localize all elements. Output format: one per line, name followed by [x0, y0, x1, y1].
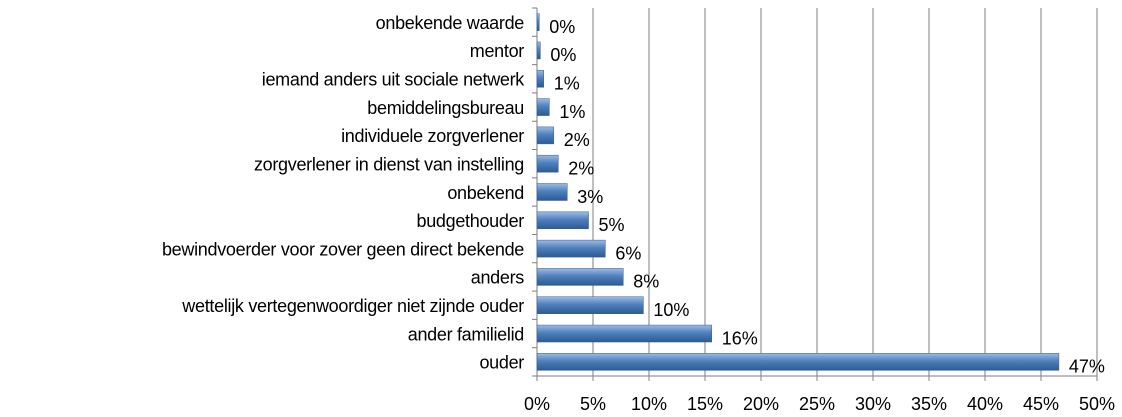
bar: [536, 98, 550, 116]
x-tick-label: 10%: [631, 394, 667, 414]
x-tick-label: 50%: [1079, 394, 1115, 414]
x-tick-label: 30%: [855, 394, 891, 414]
data-label: 47%: [1069, 357, 1105, 377]
bar: [536, 268, 624, 286]
y-tick-label: zorgverlener in dienst van instelling: [254, 154, 524, 174]
x-tick-label: 35%: [911, 394, 947, 414]
bar: [536, 70, 544, 88]
y-tick-label: bemiddelingsbureau: [367, 98, 524, 118]
bar: [536, 13, 540, 31]
y-tick-label: onbekende waarde: [376, 13, 525, 33]
bar: [536, 211, 589, 230]
data-label: 10%: [653, 300, 689, 320]
bar: [536, 41, 541, 60]
data-label: 2%: [568, 158, 594, 178]
x-tick-label: 5%: [580, 394, 606, 414]
x-tick-label: 40%: [967, 394, 1003, 414]
data-label: 5%: [599, 215, 625, 235]
bar: [536, 126, 555, 145]
x-tick-label: 20%: [743, 394, 779, 414]
bar: [536, 353, 1060, 371]
y-tick-label: individuele zorgverlener: [341, 126, 524, 146]
data-label: 6%: [615, 243, 641, 263]
y-tick-label: onbekend: [447, 183, 524, 203]
bar: [536, 183, 568, 201]
data-label: 0%: [550, 45, 576, 65]
y-tick-label: budgethouder: [416, 211, 524, 231]
data-label: 1%: [559, 102, 585, 122]
data-label: 2%: [564, 130, 590, 150]
x-tick-label: 45%: [1023, 394, 1059, 414]
bar: [536, 296, 644, 314]
y-tick-label: ouder: [479, 353, 524, 373]
bar: [536, 154, 559, 173]
x-tick-label: 0%: [524, 394, 550, 414]
bar: [536, 239, 606, 258]
y-tick-label: wettelijk vertegenwoordiger niet zijnde …: [181, 296, 524, 316]
y-tick-label: ander familielid: [408, 324, 524, 344]
data-label: 8%: [633, 272, 659, 292]
x-tick-label: 15%: [687, 394, 723, 414]
y-tick-label: anders: [471, 268, 525, 288]
x-tick-label: 25%: [799, 394, 835, 414]
data-label: 0%: [549, 17, 575, 37]
data-label: 3%: [577, 187, 603, 207]
bar: [536, 324, 712, 343]
y-tick-label: mentor: [470, 41, 525, 61]
y-tick-label: bewindvoerder voor zover geen direct bek…: [162, 239, 524, 259]
data-label: 1%: [554, 74, 580, 94]
data-label: 16%: [722, 328, 758, 348]
y-tick-label: iemand anders uit sociale netwerk: [262, 70, 526, 90]
